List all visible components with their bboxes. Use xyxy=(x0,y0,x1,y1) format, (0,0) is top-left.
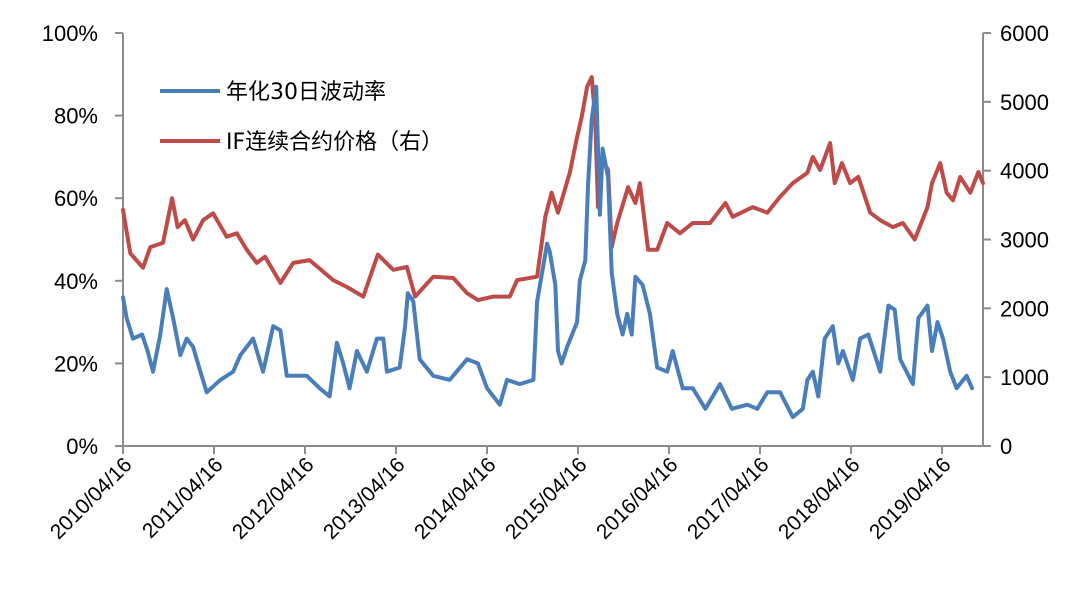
right-tick-label: 5000 xyxy=(1000,90,1049,115)
right-tick-label: 3000 xyxy=(1000,228,1049,253)
x-tick-label: 2010/04/16 xyxy=(46,453,137,544)
left-tick-label: 20% xyxy=(54,351,98,376)
x-tick-label: 2016/04/16 xyxy=(592,453,683,544)
left-tick-label: 80% xyxy=(54,104,98,129)
legend-label-price: IF连续合约价格（右） xyxy=(226,130,443,155)
x-tick-label: 2011/04/16 xyxy=(138,453,227,542)
legend: 年化30日波动率 IF连续合约价格（右） xyxy=(160,80,443,155)
volatility-series-line xyxy=(121,84,975,420)
left-tick-label: 40% xyxy=(54,269,98,294)
right-tick-label: 2000 xyxy=(1000,296,1049,321)
x-tick-label: 2017/04/16 xyxy=(683,453,774,544)
x-tick-label: 2014/04/16 xyxy=(410,453,501,544)
left-tick-label: 0% xyxy=(66,434,98,459)
right-tick-label: 1000 xyxy=(1000,365,1049,390)
x-tick-label: 2013/04/16 xyxy=(319,453,410,544)
left-tick-label: 100% xyxy=(42,21,98,46)
legend-label-volatility: 年化30日波动率 xyxy=(226,80,386,105)
right-tick-label: 0 xyxy=(1000,434,1012,459)
x-tick-label: 2012/04/16 xyxy=(228,453,319,544)
x-tick-label: 2018/04/16 xyxy=(774,453,865,544)
axes: 0% 20% 40% 60% 80% 100% 0 1000 2000 3000 4000 5000 6… xyxy=(42,21,1049,544)
x-tick-label: 2015/04/16 xyxy=(501,453,592,544)
left-tick-label: 60% xyxy=(54,186,98,211)
series-group xyxy=(121,75,985,420)
right-tick-label: 4000 xyxy=(1000,159,1049,184)
right-tick-label: 6000 xyxy=(1000,21,1049,46)
x-tick-label: 2019/04/16 xyxy=(865,453,956,544)
